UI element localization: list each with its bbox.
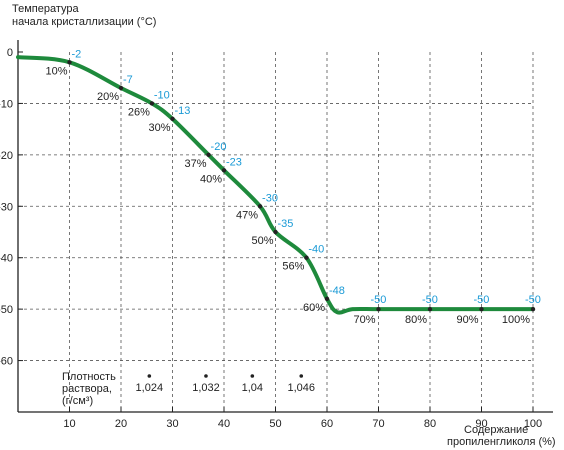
value-label: -35 [278,218,294,230]
percent-label: 70% [353,314,375,326]
data-point [304,255,309,260]
x-tick-label: 30 [166,418,178,430]
value-label: -2 [72,48,82,60]
data-point [118,85,124,91]
density-label-line: (г/см³) [62,395,93,407]
percent-label: 40% [200,173,222,185]
percent-label: 26% [128,106,150,118]
value-label: -13 [175,105,191,117]
density-value: 1,024 [136,382,164,394]
data-point [206,152,211,158]
y-tick-label: 0 [7,47,13,59]
grid-layer [18,52,534,412]
percent-label: 47% [236,209,258,221]
percent-label: 37% [185,158,207,170]
x-tick-label: 70 [372,418,384,430]
value-label: -48 [329,285,345,297]
x-tick-label: 60 [321,418,333,430]
density-marker [147,374,152,378]
density-marker [299,374,304,378]
value-label: -7 [123,74,133,86]
percent-label: 30% [148,122,170,134]
x-tick-label: 90 [475,418,487,430]
data-point [479,306,484,312]
data-point [530,306,536,312]
x-tick-label: 20 [115,418,127,430]
percent-label: 56% [282,261,304,273]
x-axis-label-line-2: пропиленгликоля (%) [447,436,556,448]
data-point [376,306,381,312]
labels-layer: -2 10% -7 20% -10 26% -13 30% -20 37% -23 40% -30 47%… [45,48,540,326]
data-point [67,60,72,65]
data-point [170,116,175,122]
data-point [273,229,278,235]
value-label: -20 [211,141,227,153]
value-label: -30 [262,192,278,204]
density-value: 1,032 [192,382,220,394]
y-tick-label: -40 [0,253,13,265]
data-point [149,101,155,106]
percent-label: 10% [45,65,67,77]
y-tick-label: -50 [0,304,13,316]
x-tick-label: 10 [63,418,75,430]
axis-layer: 0 -10 -20 -30 -40 -50 -60 10 20 30 40 50 60 70 80 90 100 [0,40,553,430]
value-label: -10 [154,89,170,101]
percent-label: 20% [97,91,119,103]
chart-title-line-2: начала кристаллизации (°C) [12,16,156,28]
x-tick-label: 80 [424,418,436,430]
y-tick-label: -30 [0,201,13,213]
percent-label: 50% [251,235,273,247]
y-tick-label: -60 [0,356,13,368]
value-label: -50 [422,294,438,306]
density-value: 1,046 [287,382,315,394]
title-layer: Температура начала кристаллизации (°C) С… [12,3,556,448]
density-marker [250,374,255,378]
value-label: -50 [474,294,490,306]
value-label: -40 [308,244,324,256]
percent-label: 80% [405,314,427,326]
data-point [257,204,263,209]
data-point [324,296,330,302]
percent-label: 60% [303,302,325,314]
percent-label: 100% [502,314,530,326]
x-tick-label: 100 [524,418,542,430]
y-tick-label: -20 [0,150,13,162]
density-label-line: Плотность [62,371,116,383]
density-label-line: раствора, [62,383,112,395]
data-point [221,168,227,173]
x-axis-label-line-1: Содержание [464,424,528,436]
x-tick-label: 50 [269,418,281,430]
value-label: -23 [226,156,242,168]
y-tick-label: -10 [0,98,13,110]
density-value: 1,04 [242,382,263,394]
x-tick-label: 40 [218,418,230,430]
percent-label: 90% [456,314,478,326]
value-label: -50 [525,294,541,306]
value-label: -50 [371,294,387,306]
chart-title-line-1: Температура [12,3,80,15]
density-marker [204,374,208,378]
points-layer [67,60,536,312]
data-point [427,306,433,312]
